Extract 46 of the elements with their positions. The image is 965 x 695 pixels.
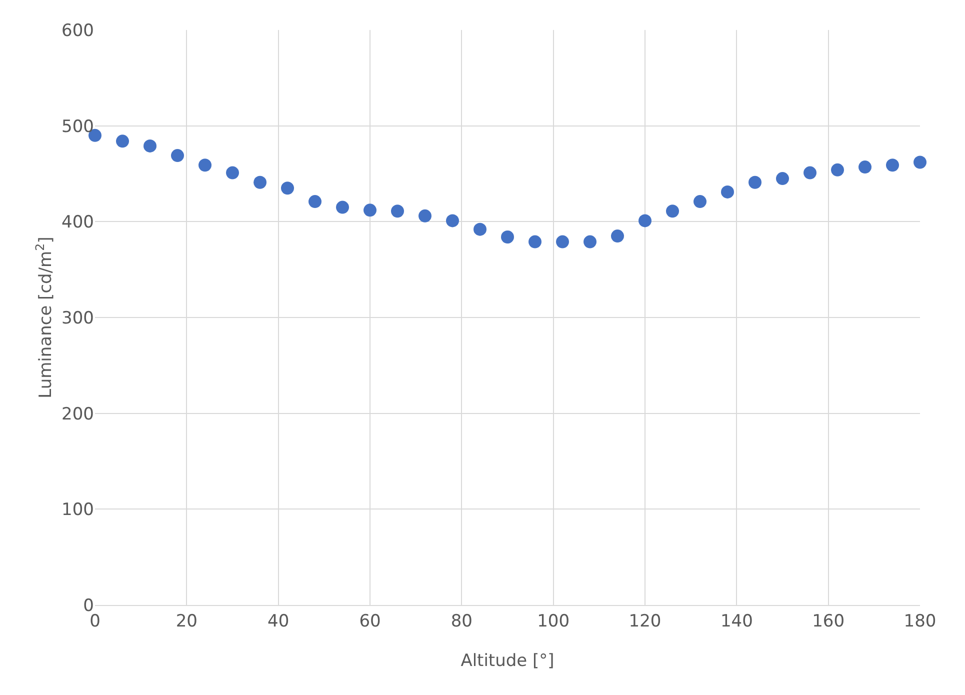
y-tick-label: 100 (62, 500, 94, 520)
x-tick-label: 60 (359, 611, 381, 632)
y-tick-label: 500 (62, 116, 94, 137)
point (446, 214, 459, 228)
point (116, 134, 129, 148)
point (694, 195, 706, 208)
point (144, 139, 156, 152)
point (418, 209, 432, 222)
x-tick-label: 160 (812, 611, 845, 632)
x-tick-label: 40 (268, 611, 290, 632)
y-tick-label: 400 (62, 212, 94, 233)
point (226, 166, 239, 180)
point (804, 166, 816, 180)
point (198, 158, 212, 172)
x-tick-label: 20 (176, 611, 198, 632)
point (474, 222, 486, 236)
point (914, 156, 926, 169)
point (748, 176, 762, 189)
point (721, 185, 734, 198)
point (281, 182, 294, 195)
y-tick-label: 200 (62, 404, 94, 424)
point (858, 160, 872, 174)
x-tick-label: 180 (904, 611, 936, 632)
x-tick-label: 100 (537, 611, 570, 632)
x-tick-label: 120 (628, 611, 662, 632)
y-tick-label: 600 (62, 20, 94, 41)
point (556, 235, 569, 248)
point (886, 158, 899, 172)
x-axis-title: Altitude [°] (460, 651, 554, 671)
point (308, 195, 322, 208)
point (611, 230, 624, 243)
point (336, 200, 349, 214)
point (364, 204, 376, 217)
point (391, 204, 404, 218)
point (831, 163, 844, 176)
y-tick-label: 300 (62, 308, 94, 328)
point (501, 230, 514, 244)
point (776, 172, 789, 186)
point (254, 176, 266, 189)
point (171, 149, 184, 162)
x-tick-label: 80 (450, 611, 472, 632)
point (666, 204, 679, 218)
x-tick-label: 140 (720, 611, 753, 632)
point (528, 235, 542, 248)
point (638, 214, 652, 228)
point (584, 235, 596, 248)
